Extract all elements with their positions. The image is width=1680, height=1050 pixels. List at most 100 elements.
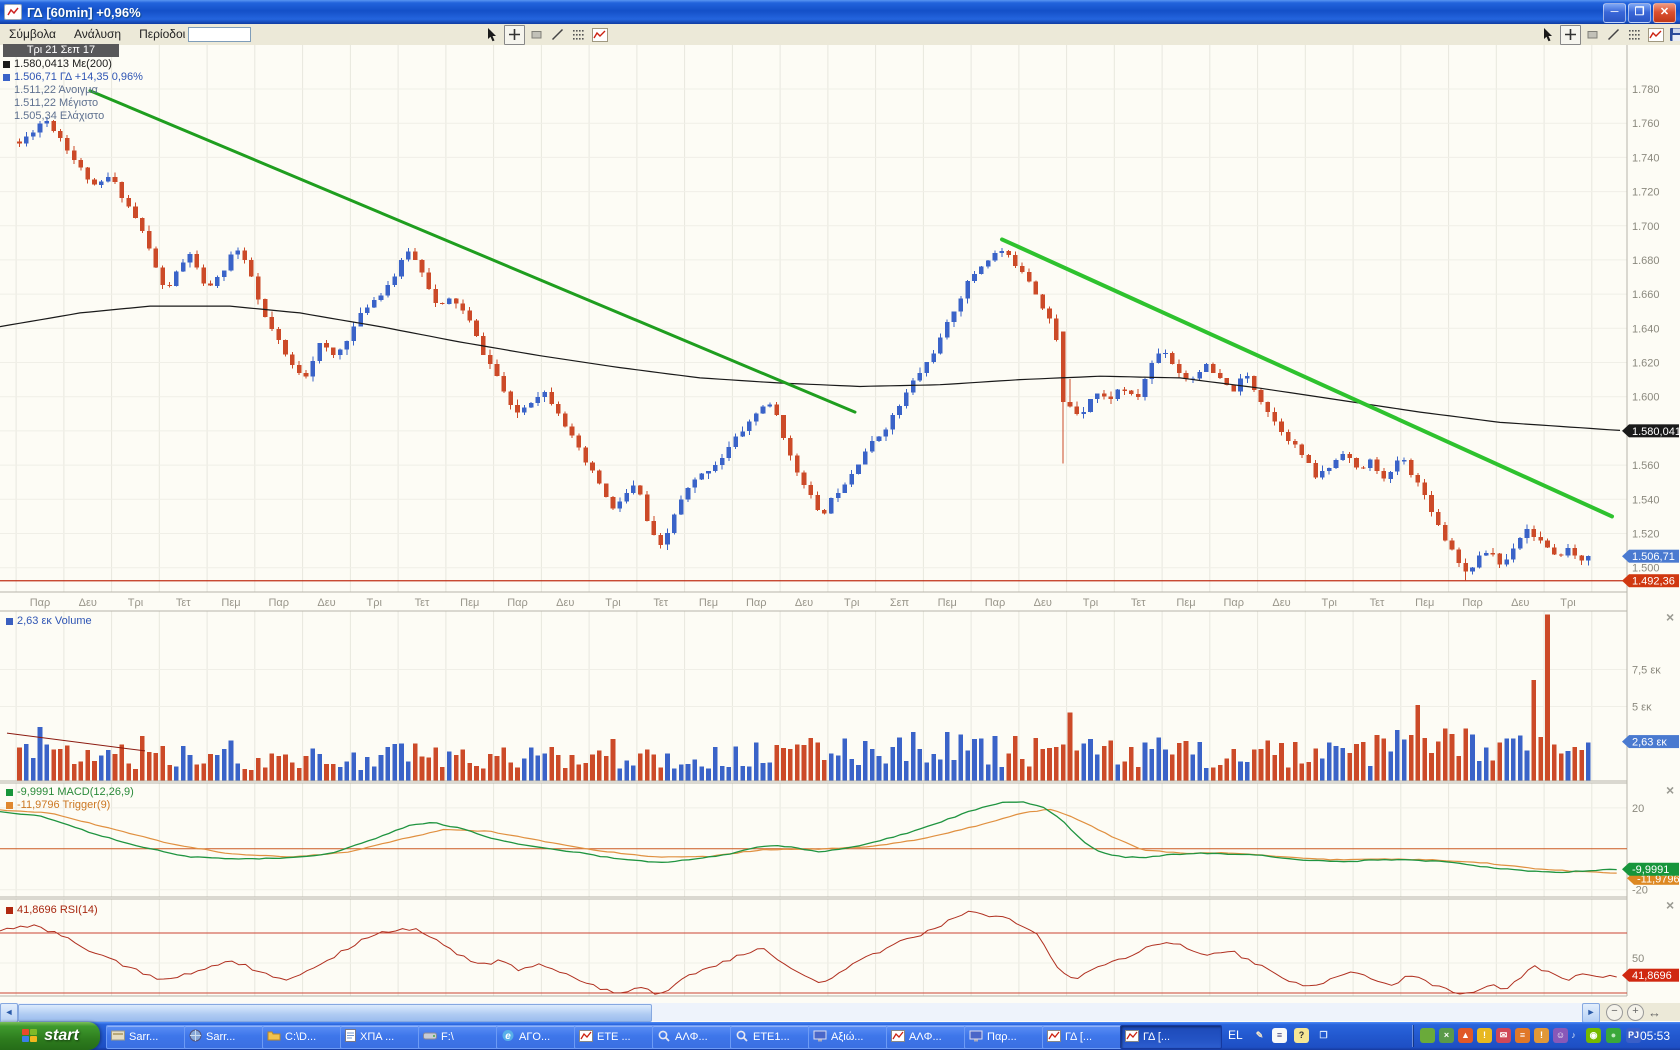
trendline-1[interactable] [88,89,857,414]
scrollbar-thumb[interactable] [18,1004,652,1022]
volume-bar [733,746,738,781]
rsi-badge: 41,8696 [1622,968,1679,982]
taskbar-task-7[interactable]: ΑΛΦ... [652,1025,737,1049]
antivirus-ball-icon[interactable]: ● [1606,1028,1621,1043]
crosshair-plus-icon[interactable] [504,24,525,45]
menu-Ανάλυση[interactable]: Ανάλυση [74,27,122,41]
volume-bar [460,749,466,781]
restore-button[interactable]: ❐ [1628,3,1651,23]
taskbar-task-8[interactable]: ΕΤΕ1... [730,1025,815,1049]
volume-bar [1442,728,1448,781]
taskbar-task-1[interactable]: Sarr... [184,1025,269,1049]
chart-window-icon[interactable] [1646,26,1665,44]
horizontal-scrollbar[interactable]: ◄ ► − + ↔ [0,1003,1680,1023]
close-button[interactable]: ✕ [1653,3,1676,23]
day-label: Πεμ [699,597,718,609]
symbol-input[interactable] [188,27,251,42]
volume-bar [1013,735,1018,781]
save-disk-icon[interactable] [1667,26,1680,44]
volume-pane-close-icon[interactable]: × [1666,609,1674,625]
zoom-out-icon[interactable]: − [1606,1003,1623,1021]
taskbar-task-11[interactable]: Παρ... [964,1025,1049,1049]
minimize-button[interactable]: ─ [1603,3,1626,23]
taskbar-task-10[interactable]: ΑΛΦ... [886,1025,971,1049]
taskbar-task-2[interactable]: C:\D... [262,1025,347,1049]
language-indicator[interactable]: EL [1228,1028,1243,1042]
day-label: Δευ [1034,597,1052,609]
task-label: Sarr... [129,1031,159,1043]
rsi-pane-close-icon[interactable]: × [1666,897,1674,913]
taskbar-task-9[interactable]: Αξιώ... [808,1025,893,1049]
volume-bar [556,754,561,781]
security-shield-icon[interactable]: ! [1477,1028,1492,1043]
messenger-icon[interactable]: ☺ [1553,1028,1568,1043]
candle-body [549,391,554,404]
zoom-rect-icon[interactable] [1583,26,1602,44]
task-label: Αξιώ... [831,1031,864,1043]
volume-bar [1026,766,1032,781]
trendline-2[interactable] [1000,237,1614,519]
network-error-icon[interactable]: × [1439,1028,1454,1043]
dotted-grid-icon[interactable] [1625,26,1644,44]
taskbar-task-0[interactable]: Sarr... [106,1025,191,1049]
scroll-left-icon[interactable]: ◄ [0,1003,18,1023]
taskbar-task-3[interactable]: ΧΠΑ ... [340,1025,425,1049]
taskbar-task-5[interactable]: e ΑΓΟ... [496,1025,581,1049]
folder-icon [267,1030,281,1044]
folder-alert-icon[interactable]: ! [1534,1028,1549,1043]
dotted-grid-icon[interactable] [569,26,588,44]
macd-trigger-line [0,808,1617,874]
volume-bar [1299,763,1305,781]
candle-body [610,497,616,509]
pointer-icon[interactable] [483,26,502,44]
candle-body [685,487,691,500]
volume-bar [1040,748,1045,781]
start-button[interactable]: start [0,1022,100,1050]
window-restore-small-icon[interactable]: ❐ [1319,1030,1328,1040]
macd-pane-close-icon[interactable]: × [1666,782,1674,798]
nvidia-icon[interactable]: ◉ [1586,1028,1601,1043]
volume-badge-arrow [1622,735,1629,749]
menu-Περίοδοι[interactable]: Περίοδοι [139,27,186,41]
taskbar-task-12[interactable]: ΓΔ [... [1042,1025,1127,1049]
zoom-rect-icon[interactable] [527,26,546,44]
volume-trendline[interactable] [6,732,146,752]
price-tick-label: 1.600 [1632,392,1660,404]
document-orange-icon[interactable]: ≡ [1515,1028,1530,1043]
volume-bar [876,756,882,781]
volume-legend-row: 2,63 εκ Volume [6,615,92,628]
zoom-in-icon[interactable]: + [1627,1003,1644,1021]
price-tick-label: 1.740 [1632,152,1660,164]
notepad-search-icon[interactable]: ≡ [1272,1028,1287,1043]
price-badge-0-bg [1629,424,1679,438]
taskbar-task-13[interactable]: ΓΔ [... [1120,1025,1222,1049]
mail-icon[interactable]: ✉ [1496,1028,1511,1043]
day-label: Δευ [795,597,813,609]
menu-Σύμβολα[interactable]: Σύμβολα [9,27,56,41]
pen-icon[interactable]: ✎ [1255,1030,1264,1040]
candle-body [351,326,356,341]
crosshair-plus-icon[interactable] [1560,24,1581,45]
trendline-icon[interactable] [1604,26,1623,44]
taskbar-task-4[interactable]: F:\ [418,1025,503,1049]
candle-body [938,337,943,354]
trendline-icon[interactable] [548,26,567,44]
speaker-icon[interactable]: ♪ [1571,1030,1576,1040]
fit-width-icon[interactable]: ↔ [1648,1004,1661,1020]
avg-icon[interactable]: ▲ [1458,1028,1473,1043]
day-label: Παρ [985,597,1006,609]
day-label: Τετ [1370,597,1385,609]
usb-device-icon[interactable] [1420,1028,1435,1043]
volume-bar [92,760,97,781]
help-icon[interactable]: ? [1294,1028,1309,1043]
scroll-right-icon[interactable]: ► [1582,1003,1600,1023]
candle-body [719,458,725,466]
pointer-icon[interactable] [1539,26,1558,44]
candle-body [1401,460,1407,462]
pj-app-icon[interactable]: PJ [1626,1028,1641,1043]
window-titlebar: ΓΔ [60min] +0,96% ─ ❐ ✕ [0,0,1680,24]
volume-bar [972,739,977,781]
chart-window-icon[interactable] [590,26,609,44]
taskbar-task-6[interactable]: ΕΤΕ ... [574,1025,659,1049]
volume-bar [1483,747,1489,781]
